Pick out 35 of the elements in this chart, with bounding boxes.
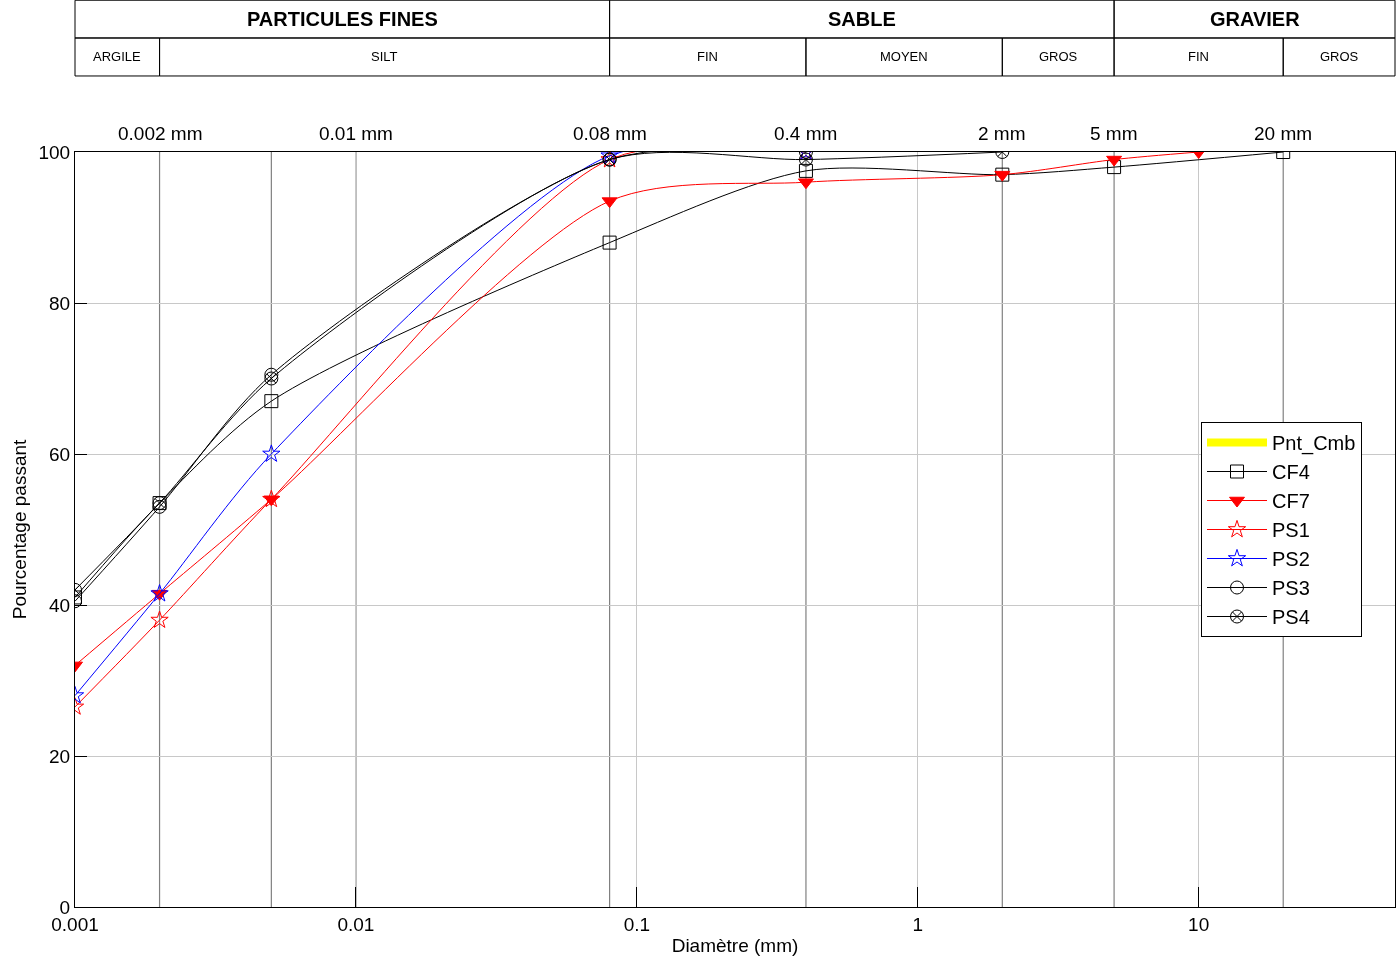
ref-line-label: 0.4 mm (774, 123, 838, 144)
y-tick-label: 80 (49, 292, 71, 314)
y-tick-label: 100 (38, 141, 71, 163)
y-axis-title: Pourcentage passant (9, 439, 31, 620)
text: GROS (1039, 49, 1078, 64)
ref-line-label: 20 mm (1254, 123, 1313, 144)
text: FIN (1188, 49, 1209, 64)
y-tick-label: 40 (49, 594, 71, 616)
legend-label: CF4 (1272, 461, 1310, 484)
legend-label: PS2 (1272, 548, 1310, 571)
x-tick-label: 10 (1188, 913, 1210, 935)
x-tick-label: 1 (912, 913, 924, 935)
y-tick-label: 60 (49, 443, 71, 465)
text: ARGILE (93, 49, 142, 64)
x-tick-label: 0.01 (337, 913, 375, 935)
text: SABLE (828, 8, 896, 30)
legend-label: PS1 (1272, 519, 1310, 542)
legend-label: PS4 (1272, 606, 1310, 629)
ref-line-label: 0.002 mm (118, 123, 203, 144)
ref-line-label: 0.01 mm (319, 123, 393, 144)
x-axis-title: Diamètre (mm) (671, 934, 799, 956)
text: PARTICULES FINES (247, 8, 438, 30)
text: GROS (1320, 49, 1359, 64)
y-tick-label: 20 (49, 745, 71, 767)
text: FIN (697, 49, 718, 64)
text: GRAVIER (1210, 8, 1301, 30)
x-tick-label: 0.1 (623, 913, 651, 935)
ref-line-label: 2 mm (978, 123, 1026, 144)
text: MOYEN (880, 49, 928, 64)
text: SILT (371, 49, 398, 64)
legend-label: PS3 (1272, 577, 1310, 600)
legend-label: CF7 (1272, 490, 1310, 513)
ref-line-label: 0.08 mm (573, 123, 647, 144)
ref-line-label: 5 mm (1090, 123, 1138, 144)
legend-label: Pnt_Cmb (1272, 432, 1356, 456)
